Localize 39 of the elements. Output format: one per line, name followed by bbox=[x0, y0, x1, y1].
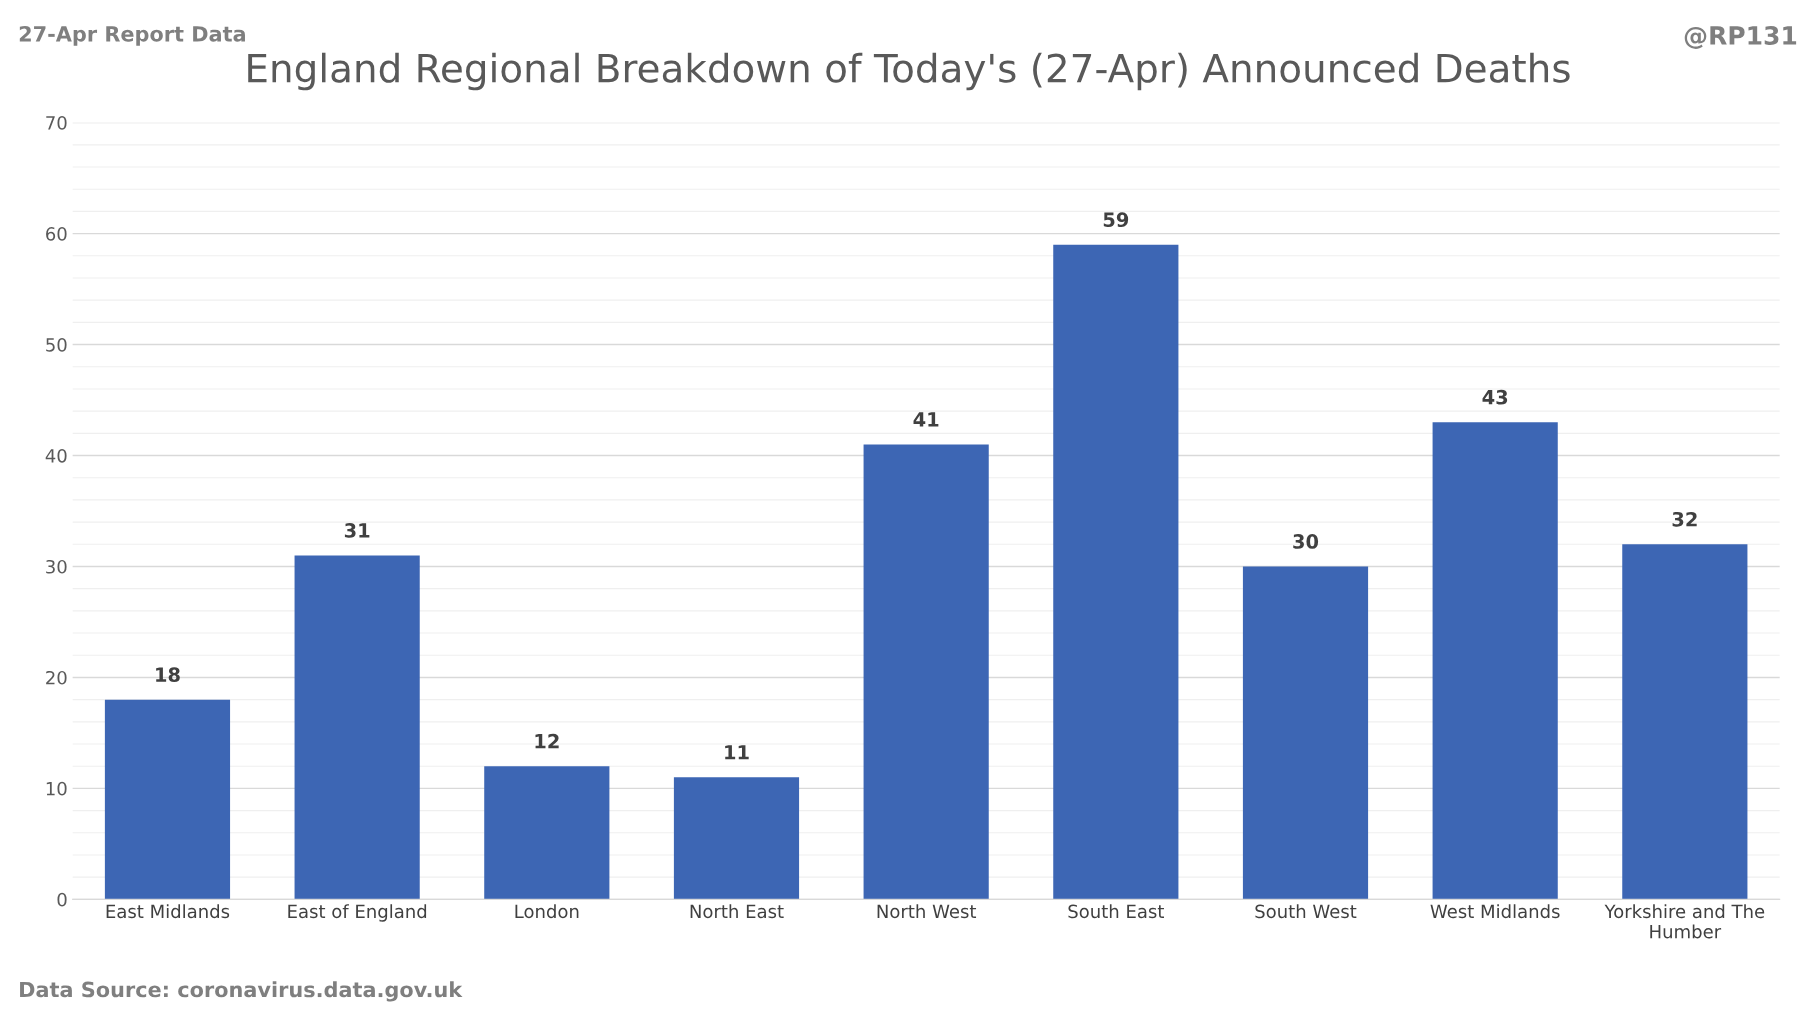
bar bbox=[484, 766, 610, 900]
data-label: 43 bbox=[1482, 389, 1508, 405]
bar bbox=[863, 444, 989, 900]
source-note: Data Source: coronavirus.data.gov.uk bbox=[20, 981, 463, 1002]
bar bbox=[104, 699, 231, 900]
y-tick-label: 0 bbox=[57, 892, 67, 907]
data-label: 32 bbox=[1672, 511, 1697, 527]
y-tick-label: 20 bbox=[46, 670, 67, 685]
x-tick-label: Yorkshire and The Humber bbox=[1604, 904, 1765, 939]
text: 27-Apr Report Data bbox=[19, 25, 245, 46]
data-label: 18 bbox=[156, 667, 180, 682]
x-tick-label: South West bbox=[1255, 904, 1357, 919]
x-tick-label: East Midlands bbox=[106, 904, 230, 919]
x-tick-label: South East bbox=[1068, 904, 1164, 919]
x-tick-label: East of England bbox=[288, 904, 427, 922]
y-tick-label: 50 bbox=[46, 338, 67, 352]
data-label: 11 bbox=[725, 745, 749, 760]
bar bbox=[1242, 566, 1369, 900]
data-label: 30 bbox=[1293, 534, 1319, 549]
x-tick-label: North West bbox=[877, 904, 977, 919]
x-tick-label: North East bbox=[690, 904, 784, 919]
bar bbox=[294, 555, 420, 900]
data-label: 31 bbox=[344, 523, 370, 538]
x-tick-label: West Midlands bbox=[1430, 904, 1560, 919]
y-tick-label: 10 bbox=[46, 781, 67, 796]
data-label: 12 bbox=[535, 733, 559, 749]
y-tick-label: 70 bbox=[46, 116, 67, 130]
data-label: 41 bbox=[913, 412, 939, 427]
chart-title: England Regional Breakdown of Today's (27-Apr) Announced Deaths bbox=[248, 52, 1570, 91]
data-label: 59 bbox=[1103, 212, 1129, 228]
text: @RP131 bbox=[1684, 25, 1797, 49]
y-tick-label: 40 bbox=[45, 448, 67, 463]
bar bbox=[1432, 422, 1558, 900]
bar bbox=[1053, 244, 1179, 900]
x-tick-label: London bbox=[515, 904, 579, 919]
bar bbox=[1622, 544, 1748, 900]
bar bbox=[673, 777, 800, 900]
y-tick-label: 30 bbox=[46, 559, 67, 574]
y-tick-label: 60 bbox=[46, 227, 67, 241]
